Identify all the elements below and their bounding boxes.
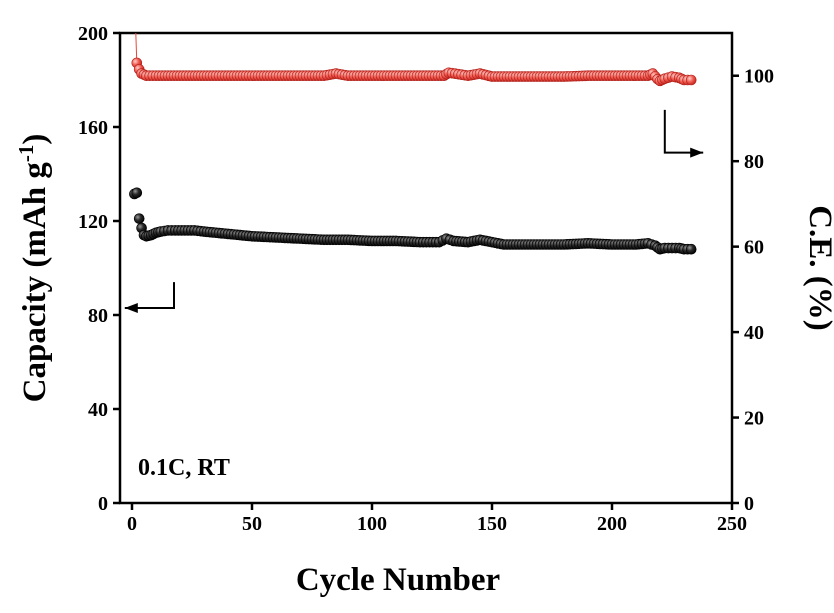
y-right-tick-label: 20 [744,408,764,430]
y-left-axis-title: Capacity (mAh g-1) [14,134,53,403]
left-axis-arrow-head [124,303,138,313]
left-axis-arrow-line [124,282,175,309]
capacity-point [133,213,145,224]
y-left-tick-label: 0 [98,493,108,515]
plot-frame [118,31,734,505]
capacity-point [131,187,143,199]
y-right-tick-label: 0 [744,493,754,515]
y-right-tick-label: 40 [744,322,764,344]
x-tick-label: 50 [242,513,262,535]
y-left-tick-label: 160 [78,117,108,139]
y-left-tick-label: 120 [78,211,108,233]
right-axis-arrow-head [690,147,704,158]
y-left-axis-title-close: ) [17,134,53,145]
y-left-tick-label: 80 [88,305,108,327]
x-tick-label: 0 [127,513,137,535]
x-axis-ticks: 0 50 100 150 200 250 [127,503,747,535]
axis-indicator-arrows [124,109,704,313]
y-left-axis-title-text: Capacity (mAh g [17,162,53,403]
x-tick-label: 200 [597,513,627,535]
y-right-axis-ticks: 0 20 40 60 80 100 [732,66,774,515]
y-right-tick-label: 100 [744,66,774,88]
x-tick-label: 250 [717,513,747,535]
condition-annotation: 0.1C, RT [138,455,230,481]
x-tick-label: 100 [357,513,387,535]
x-axis-title: Cycle Number [296,562,500,598]
y-left-axis-ticks: 0 40 80 120 160 200 [78,23,120,515]
x-tick-label: 150 [477,513,507,535]
ce-series [131,32,697,87]
y-right-tick-label: 80 [744,151,764,173]
y-left-axis-title-sup: -1 [14,145,38,163]
ce-point [685,74,697,86]
y-right-axis-title: C.E. (%) [802,205,834,331]
capacity-series [129,187,697,255]
y-right-tick-label: 60 [744,237,764,259]
capacity-point [685,243,697,255]
y-left-tick-label: 200 [78,23,108,45]
y-left-tick-label: 40 [88,399,108,421]
right-axis-arrow-line [663,109,704,154]
